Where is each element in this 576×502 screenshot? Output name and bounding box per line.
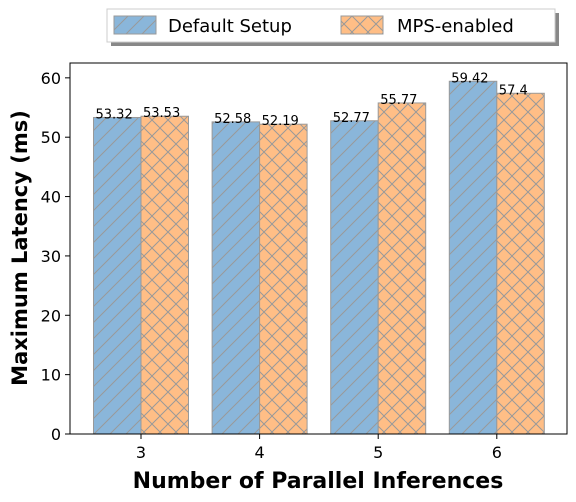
legend-label-mps-enabled: MPS-enabled	[397, 16, 514, 37]
value-labels-layer: 53.32 52.58 52.77 59.42 53.53 52.19 55.77 57.4	[96, 71, 528, 129]
bar-hatch-default-setup-3	[93, 117, 141, 434]
plot-frame	[69, 62, 568, 435]
value-label-default-setup-5: 52.77	[333, 111, 370, 126]
bar-hatch-mps-enabled-4	[259, 124, 308, 434]
legend-label-default-setup: Default Setup	[168, 16, 292, 37]
y-tick-label-0: 0	[51, 425, 61, 444]
value-label-mps-enabled-5: 55.77	[380, 93, 417, 108]
value-label-default-setup-6: 59.42	[451, 71, 488, 86]
y-tick-label-40: 40	[41, 188, 61, 207]
value-label-mps-enabled-6: 57.4	[499, 83, 528, 98]
bar-hatch-mps-enabled-6	[496, 93, 545, 435]
x-tick-label-3: 3	[136, 443, 146, 462]
value-label-mps-enabled-3: 53.53	[143, 106, 180, 121]
legend-frame	[106, 8, 556, 43]
bar-hatch-mps-enabled-5	[378, 102, 426, 434]
x-axis-ticks: 3 4 5 6	[136, 434, 502, 462]
y-tick-label-30: 30	[41, 247, 61, 266]
y-tick-label-50: 50	[41, 128, 61, 147]
value-label-default-setup-4: 52.58	[214, 112, 251, 127]
x-tick-label-5: 5	[373, 443, 383, 462]
bar-hatch-default-setup-5	[330, 120, 379, 435]
legend: Default Setup MPS-enabled	[106, 8, 559, 46]
y-tick-label-10: 10	[41, 366, 61, 385]
x-tick-label-6: 6	[492, 443, 502, 462]
x-axis-title: Number of Parallel Inferences	[133, 469, 504, 494]
y-tick-label-20: 20	[41, 306, 61, 325]
bar-hatch-default-setup-4	[212, 121, 260, 434]
y-axis-title: Maximum Latency (ms)	[8, 110, 32, 386]
x-tick-label-4: 4	[255, 443, 265, 462]
bars-layer	[93, 80, 545, 435]
value-label-default-setup-3: 53.32	[96, 107, 133, 122]
legend-swatch-default-setup-hatch	[114, 16, 156, 34]
value-label-mps-enabled-4: 52.19	[262, 114, 299, 129]
legend-swatch-mps-enabled-hatch	[341, 16, 383, 34]
y-tick-label-60: 60	[41, 69, 61, 88]
y-axis-ticks: 0 10 20 30 40 50 60	[41, 69, 70, 444]
bar-hatch-default-setup-6	[449, 81, 497, 434]
bar-hatch-mps-enabled-3	[141, 116, 189, 435]
